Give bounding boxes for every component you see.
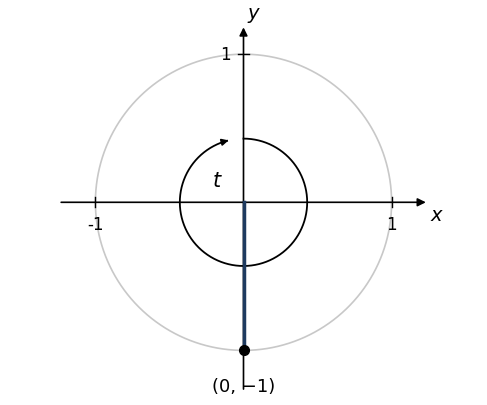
Text: -1: -1 (87, 215, 104, 233)
Text: 1: 1 (220, 46, 231, 64)
Text: (0, −1): (0, −1) (212, 377, 275, 395)
Text: 1: 1 (386, 215, 397, 233)
Text: t: t (213, 171, 221, 191)
Text: y: y (248, 4, 260, 23)
Text: x: x (430, 206, 442, 225)
